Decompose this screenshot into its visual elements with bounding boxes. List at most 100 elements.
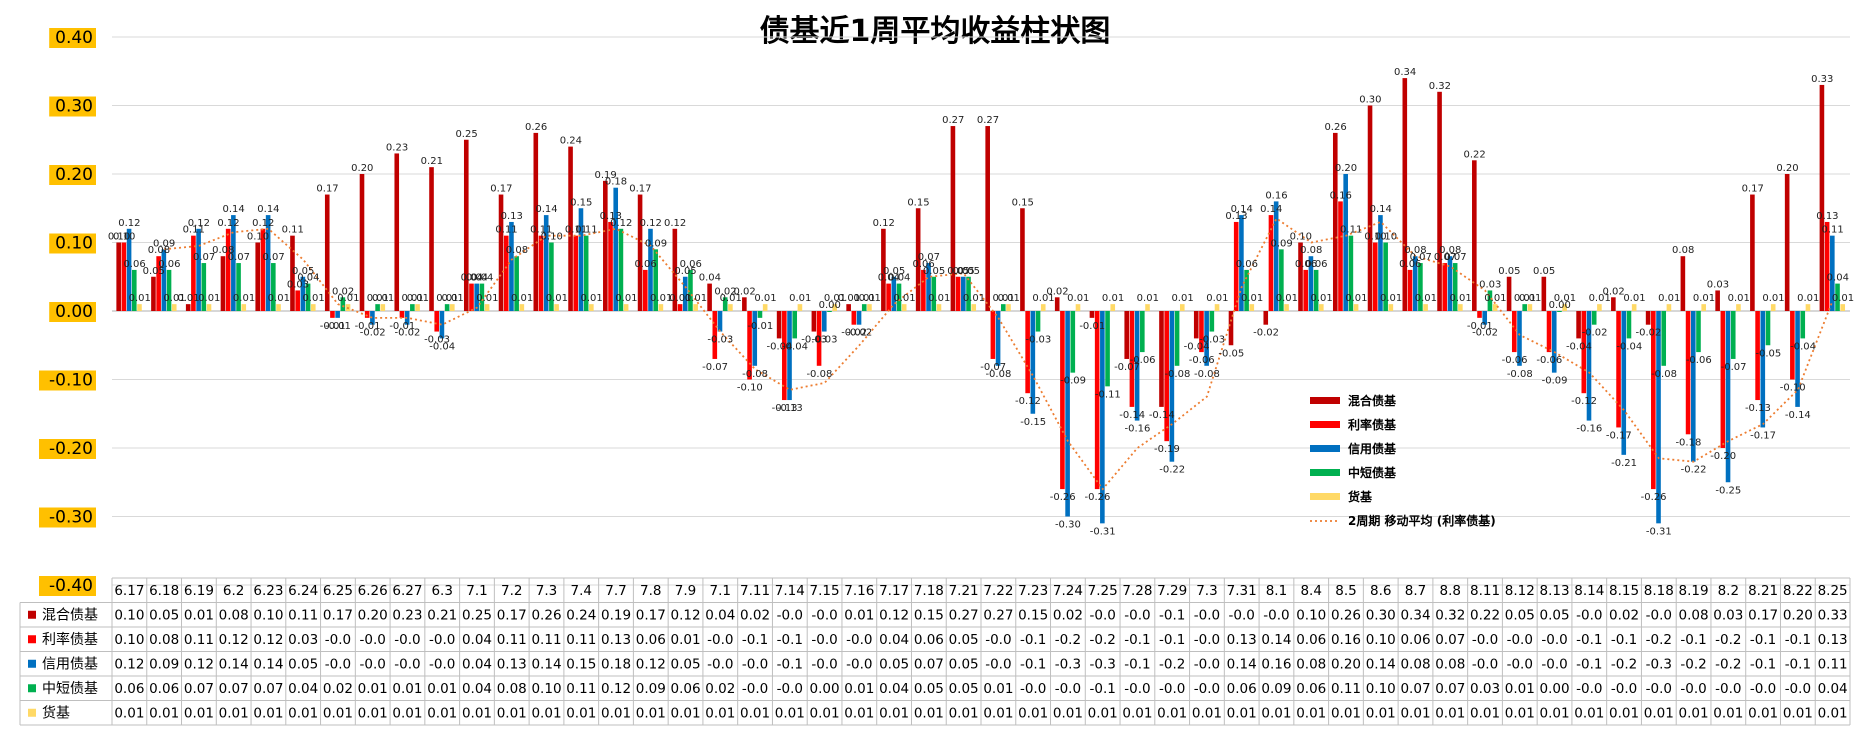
data-label-rate: 0.10	[113, 232, 135, 243]
bar-rate	[434, 311, 440, 332]
data-label-mixed: 0.23	[386, 142, 408, 153]
bar-rate	[955, 276, 961, 311]
bar-money	[693, 304, 698, 311]
data-label-short: -0.04	[782, 341, 808, 352]
table-cell: 0.01	[1331, 706, 1361, 722]
bar-mixed	[915, 208, 921, 311]
data-label-credit: -0.08	[1194, 369, 1220, 380]
table-cell: 0.02	[1609, 608, 1639, 624]
data-label-credit: -0.31	[1090, 526, 1116, 537]
table-cell: -0.0	[777, 681, 803, 697]
bar-rate	[1755, 311, 1760, 401]
table-cell: 0.08	[1435, 657, 1465, 673]
table-cell: 0.01	[427, 681, 457, 697]
data-label-credit: -0.09	[1542, 376, 1568, 387]
category-label: 6.17	[114, 583, 144, 599]
bar-rate	[608, 221, 613, 311]
data-label-short: 0.00	[819, 300, 841, 311]
data-label-credit: 0.12	[118, 218, 140, 229]
table-cell: -0.1	[1124, 657, 1150, 673]
data-label-rate: 0.13	[1816, 211, 1838, 222]
bar-mixed	[1784, 174, 1790, 311]
data-label-short: 0.01	[1514, 293, 1536, 304]
bar-short	[1244, 269, 1249, 311]
data-label-short: -0.03	[1025, 335, 1051, 346]
table-cell: 0.07	[1435, 632, 1465, 648]
table-cell: 0.09	[149, 657, 179, 673]
bar-short	[1070, 311, 1076, 373]
data-label-credit: -0.03	[812, 335, 838, 346]
bar-credit	[161, 249, 167, 311]
bar-short	[1591, 311, 1597, 325]
data-label-money: 0.01	[1728, 293, 1750, 304]
bar-rate	[1546, 311, 1552, 353]
bar-money	[936, 304, 942, 311]
data-label-money: 0.01	[546, 293, 568, 304]
bar-mixed	[533, 132, 539, 311]
bar-money	[276, 304, 281, 311]
data-label-rate: -0.20	[1710, 451, 1736, 462]
data-label-rate: 0.06	[634, 259, 656, 270]
bar-rate	[1199, 311, 1204, 353]
data-label-rate: -0.18	[1675, 437, 1701, 448]
bar-short	[827, 311, 832, 312]
data-label-money: 0.01	[1484, 293, 1506, 304]
category-label: 8.12	[1505, 583, 1535, 599]
bar-mixed	[603, 180, 608, 311]
table-cell: 0.10	[1366, 632, 1396, 648]
data-label-mixed: 0.27	[942, 115, 964, 126]
table-cell: -0.3	[1646, 657, 1672, 673]
table-cell: 0.01	[1088, 706, 1118, 722]
table-cell: 0.01	[184, 608, 214, 624]
bar-short	[792, 311, 798, 339]
table-cell: 0.10	[1296, 608, 1326, 624]
category-label: 7.11	[740, 583, 770, 599]
data-label-short: -0.08	[1164, 369, 1190, 380]
data-label-credit: -0.25	[1715, 485, 1741, 496]
bar-credit	[196, 228, 201, 311]
bar-money	[1319, 304, 1324, 311]
table-cell: 0.02	[705, 681, 735, 697]
bar-short	[375, 304, 380, 311]
data-label-mixed: 0.04	[699, 273, 721, 284]
data-label-credit: -0.02	[1472, 328, 1498, 339]
data-label-mixed: 0.21	[421, 156, 443, 167]
data-label-credit: -0.08	[742, 369, 768, 380]
category-label: 7.29	[1157, 583, 1187, 599]
bar-credit	[1795, 311, 1800, 407]
bar-short	[166, 269, 172, 311]
bar-short	[131, 269, 137, 311]
data-label-rate: -0.01	[320, 321, 346, 332]
bar-rate	[1616, 311, 1621, 428]
category-label: 8.5	[1335, 583, 1356, 599]
bar-short	[1800, 311, 1806, 339]
data-label-credit: 0.05	[883, 266, 905, 277]
data-label-rate: -0.06	[1502, 355, 1528, 366]
data-label-credit: 0.20	[1335, 163, 1357, 174]
data-label-short: -0.04	[1616, 341, 1642, 352]
chart-title: 债基近1周平均收益柱状图	[760, 14, 1111, 49]
data-label-mixed: 0.25	[455, 129, 477, 140]
table-cell: -0.1	[1159, 608, 1185, 624]
data-label-short: 0.01	[402, 293, 424, 304]
data-label-short: 0.03	[1479, 279, 1501, 290]
bar-mixed	[985, 126, 990, 311]
table-cell: 0.11	[288, 608, 318, 624]
bar-credit	[682, 276, 688, 311]
bar-short	[1661, 311, 1667, 366]
data-label-credit: -0.02	[395, 328, 421, 339]
table-cell: 0.07	[219, 681, 249, 697]
bar-mixed	[116, 242, 121, 311]
bar-mixed	[1193, 311, 1199, 339]
bar-mixed	[1506, 276, 1512, 311]
table-cell: 0.10	[253, 608, 283, 624]
bar-short	[722, 297, 728, 311]
bar-short	[1626, 311, 1632, 339]
data-label-credit: 0.07	[918, 252, 940, 263]
bar-credit	[1830, 235, 1835, 311]
table-cell: 0.10	[1366, 681, 1396, 697]
table-cell: 0.07	[1400, 681, 1430, 697]
table-cell: -0.0	[325, 632, 351, 648]
table-cell: -0.0	[1611, 681, 1637, 697]
